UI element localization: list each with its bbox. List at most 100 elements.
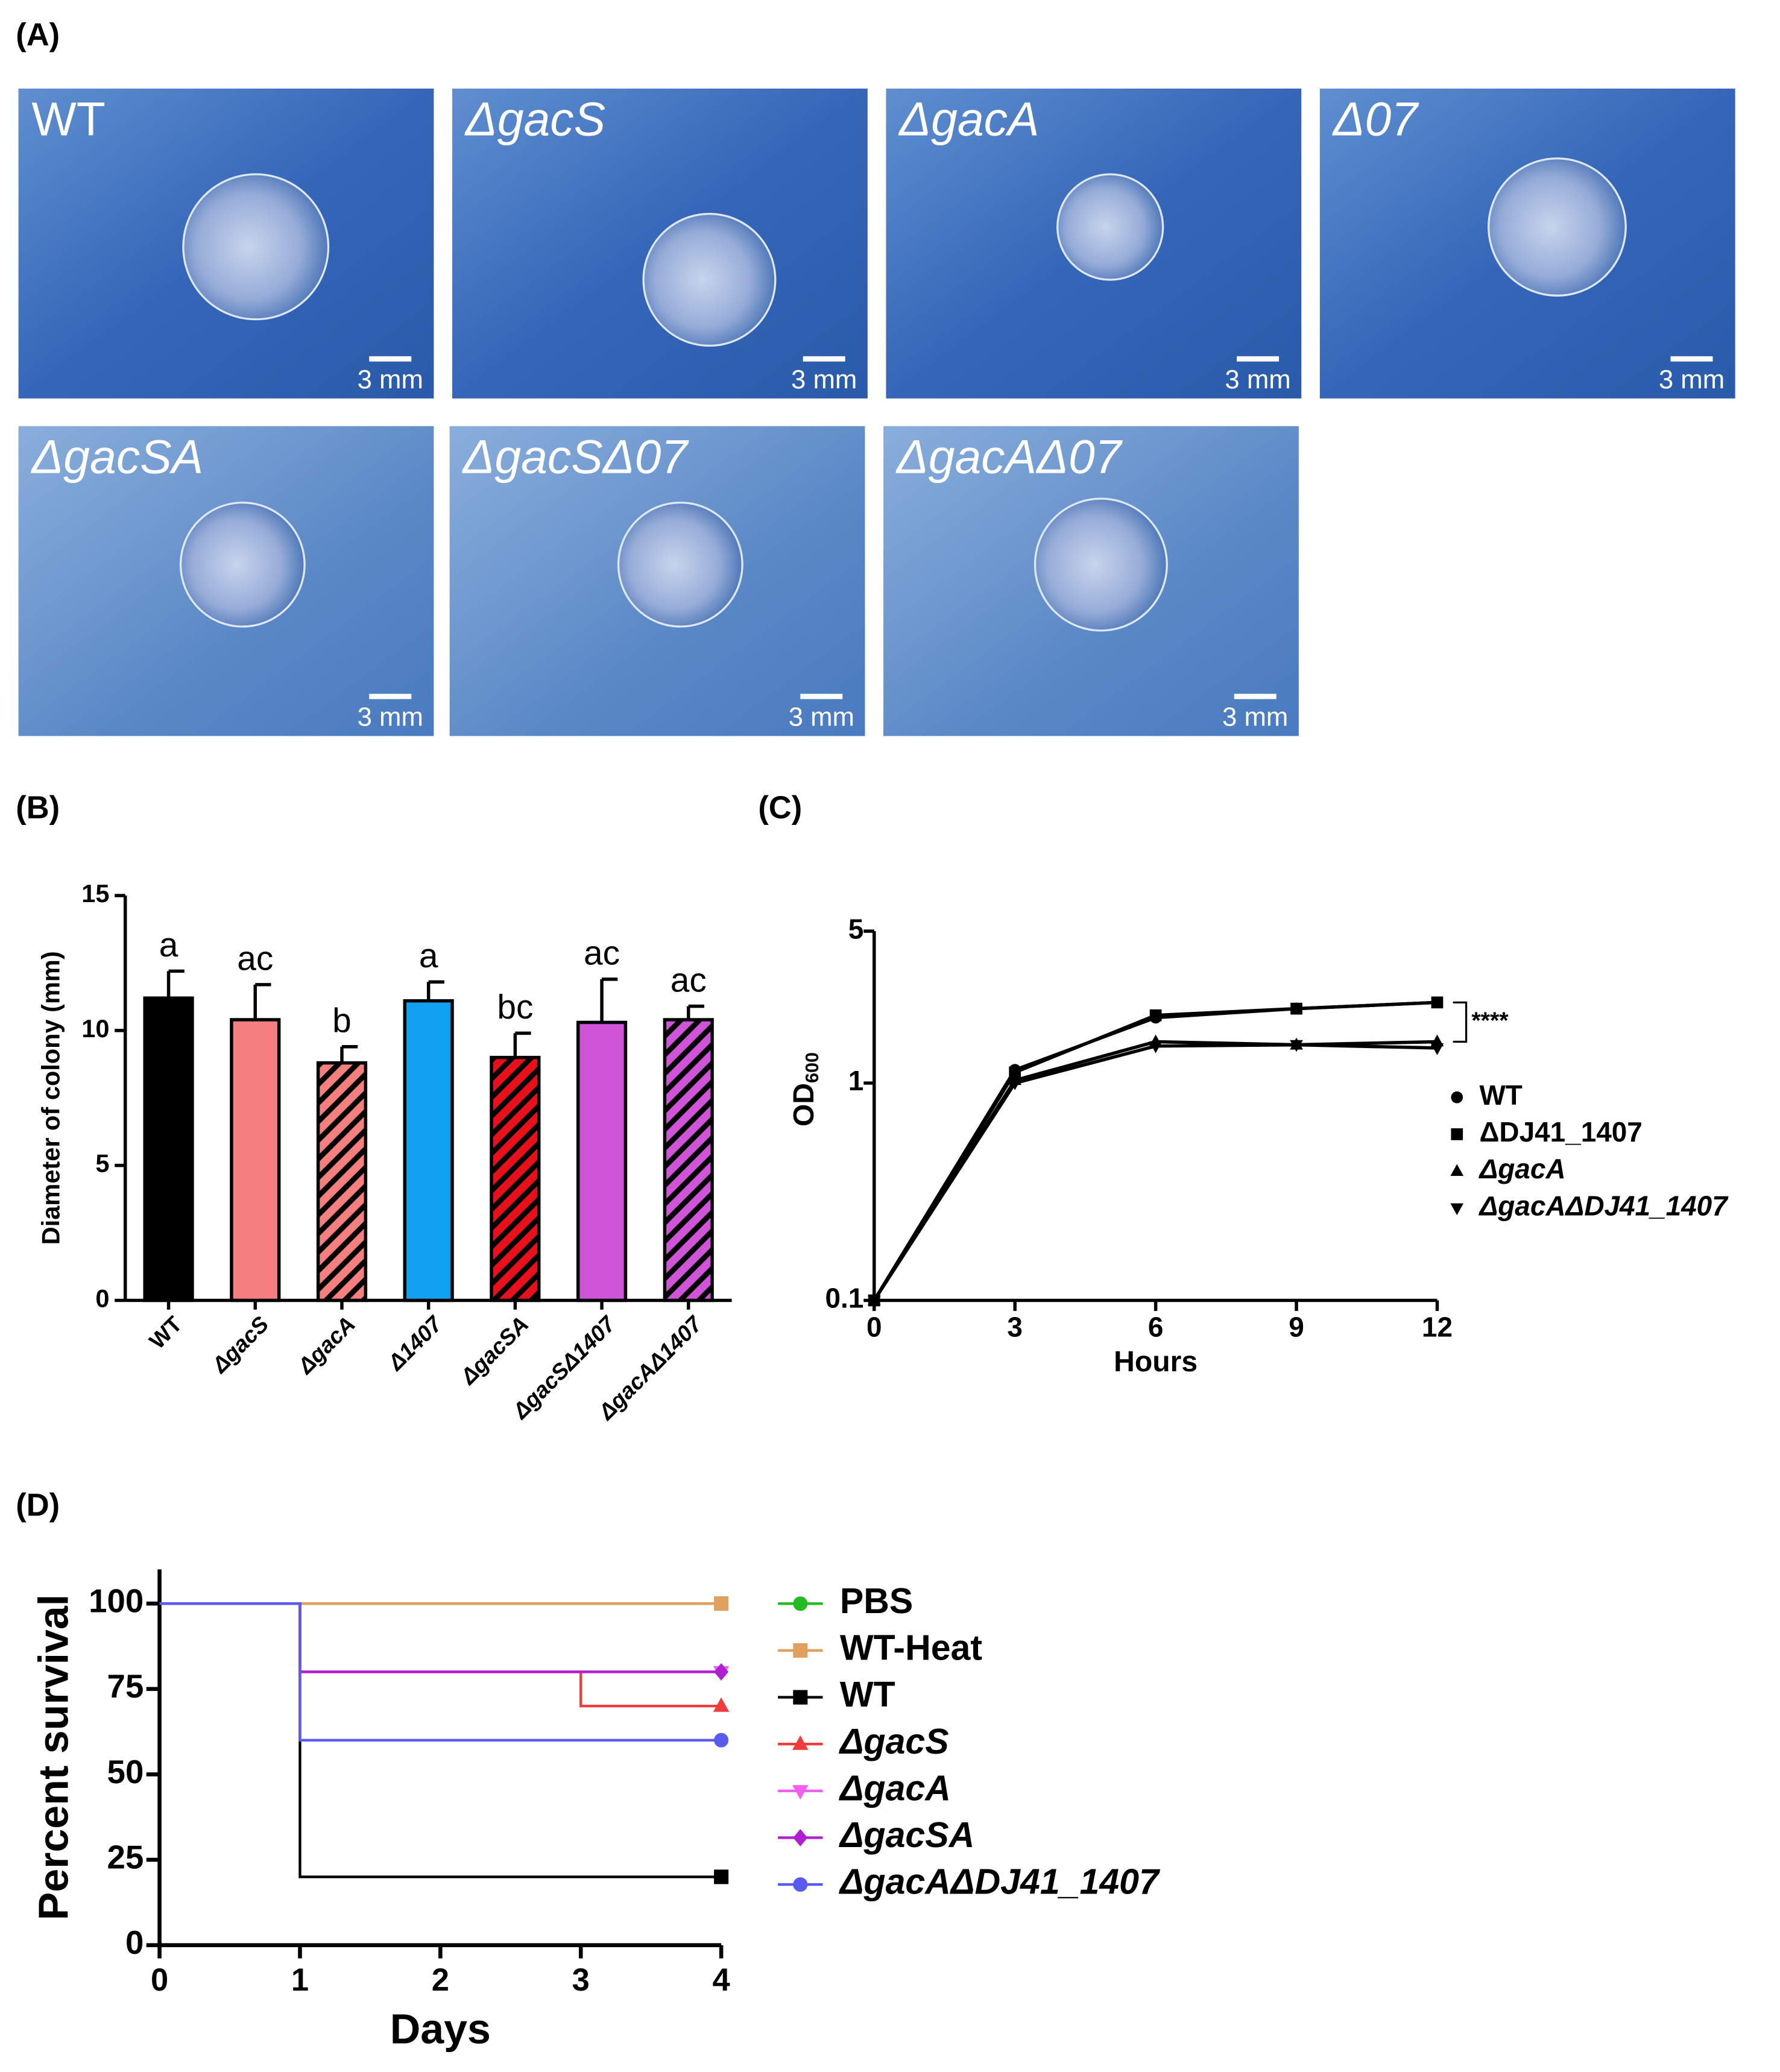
significance-label: **** [1471,1007,1509,1034]
x-tick-label: 4 [713,1962,730,1998]
colony [1056,173,1164,281]
bar [663,1018,714,1303]
marker [793,1690,808,1705]
panel-label: (C) [758,790,802,826]
x-axis-label: Hours [1114,1345,1198,1378]
marker [1450,1203,1464,1216]
legend-label: ΔgacS [839,1722,949,1761]
marker [1290,1002,1302,1015]
marker [713,1697,730,1712]
x-tick-label: ΔgacSA [455,1311,534,1390]
x-tick-label: 12 [1422,1312,1453,1343]
scale-label: 3 mm [789,703,854,732]
scale-label: 3 mm [358,703,423,732]
marker [792,1735,809,1750]
marker [1450,1164,1464,1177]
marker [1451,1091,1463,1104]
bar [143,996,194,1303]
y-axis-label: Percent survival [30,1594,77,1921]
x-tick-label: 3 [1007,1312,1023,1343]
significance-letter: ac [671,961,707,999]
marker [714,1869,729,1884]
x-tick-label: 9 [1289,1312,1304,1343]
survival-line [159,1602,722,1708]
bar [576,1020,628,1303]
bar [490,1055,541,1303]
marker [793,1877,808,1892]
x-tick-label: 2 [432,1962,449,1998]
marker [1009,1066,1021,1079]
marker [714,1732,729,1748]
marker [793,1643,808,1658]
scale-label: 3 mm [791,365,857,394]
photo-label: ΔgacSA [30,430,203,483]
x-tick-label: 3 [572,1962,590,1998]
legend-label: ΔDJ41_1407 [1479,1116,1642,1148]
significance-letter: b [332,1002,352,1040]
survival-line [159,1602,722,1742]
legend-label: WT-Heat [840,1628,982,1668]
photo-label: ΔgacS [464,93,605,146]
scale-bar [800,693,843,700]
y-tick-label: 15 [81,879,109,908]
bar [403,999,454,1303]
scale-bar [1237,356,1280,362]
marker [1430,1043,1444,1055]
x-tick-label: 0 [151,1962,168,1998]
scale-label: 3 mm [1225,365,1290,394]
significance-letter: ac [237,940,273,978]
x-tick-label: 6 [1148,1312,1164,1343]
y-axis-label: OD600 [787,1052,823,1126]
scale-bar [1670,356,1713,362]
marker [1290,1040,1303,1052]
y-tick-label: 5 [95,1149,109,1178]
x-tick-label: ΔgacA [292,1311,360,1379]
photo-label: Δ07 [1332,93,1420,146]
colony [1488,157,1627,297]
bar [316,1061,368,1303]
y-tick-label: 75 [107,1668,144,1705]
panel-label: (B) [16,790,60,826]
significance-bracket [1453,1001,1468,1043]
significance-letter: ac [584,935,620,973]
marker [1451,1128,1463,1140]
marker [714,1663,729,1681]
x-tick-label: WT [144,1311,187,1354]
scale-bar [369,356,412,362]
y-tick-label: 1 [848,1065,864,1096]
legend-label: PBS [840,1581,913,1621]
marker [793,1596,808,1611]
panel-label: (A) [16,17,60,52]
series-line [873,1043,1438,1301]
marker [792,1785,809,1800]
y-tick-label: 25 [107,1839,144,1876]
legend-label: ΔgacSA [839,1815,974,1855]
photo-label: ΔgacSΔ07 [462,430,690,483]
y-tick-label: 10 [81,1014,109,1043]
legend-label: ΔgacAΔDJ41_1407 [1478,1190,1729,1221]
y-axis-label-sub: 600 [802,1052,822,1083]
y-tick-label: 5 [848,913,864,944]
marker [793,1829,808,1846]
legend-label: WT [1479,1079,1522,1111]
marker [1431,996,1444,1009]
legend-label: ΔgacAΔDJ41_1407 [839,1862,1161,1902]
legend-label: WT [840,1675,895,1714]
scale-label: 3 mm [1222,703,1288,732]
panel-label: (D) [16,1488,60,1523]
scale-bar [1234,693,1277,700]
scale-label: 3 mm [358,365,423,394]
marker [1008,1078,1022,1090]
y-tick-label: 100 [89,1583,144,1620]
legend-label: ΔgacA [839,1768,951,1808]
y-tick-label: 50 [107,1754,144,1790]
photo-label: WT [31,93,105,146]
x-tick-label: 0 [866,1312,882,1343]
colony [179,501,306,628]
photo-label: ΔgacA [898,93,1039,146]
colony [642,212,777,347]
bar [230,1018,281,1303]
marker [867,1295,881,1308]
significance-letter: bc [497,988,533,1026]
